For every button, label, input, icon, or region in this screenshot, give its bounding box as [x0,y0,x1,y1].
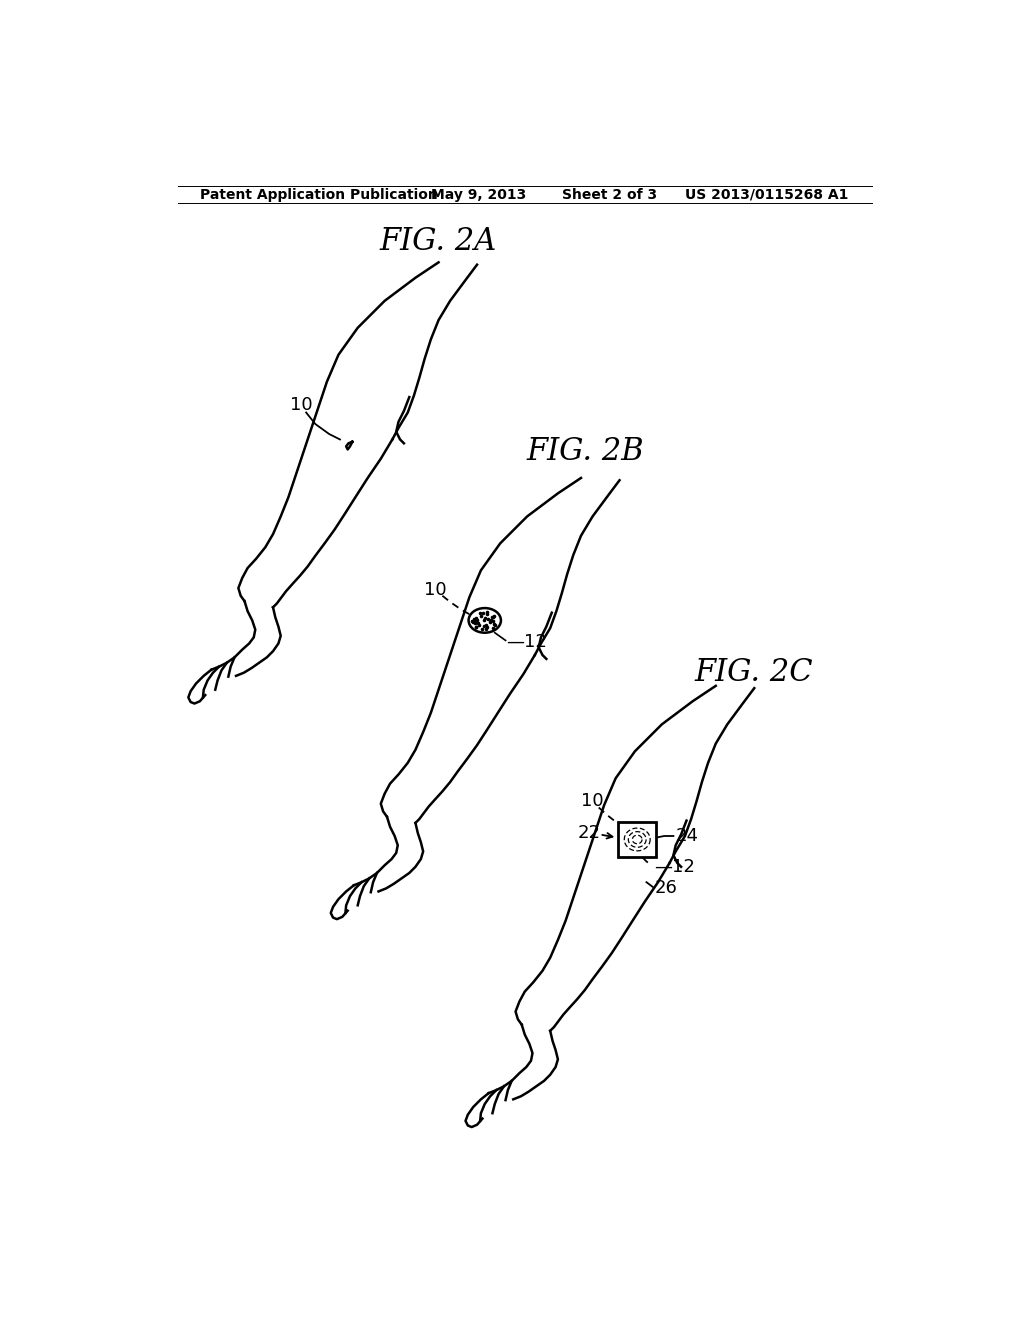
Point [478,602,495,623]
Point [468,616,484,638]
Text: Patent Application Publication: Patent Application Publication [200,187,437,202]
Point [476,610,493,631]
Text: Sheet 2 of 3: Sheet 2 of 3 [562,187,656,202]
Text: —12: —12 [506,634,547,651]
Point [485,616,502,638]
Point [481,611,498,632]
Point [478,618,495,639]
Point [484,611,501,632]
Point [479,603,496,624]
Bar [617,822,656,857]
Point [483,606,500,627]
Text: FIG. 2C: FIG. 2C [695,657,814,688]
Point [478,615,495,636]
Point [470,612,486,634]
Point [476,607,493,628]
Point [478,616,495,638]
Point [474,618,490,639]
Text: —12: —12 [654,858,695,875]
Point [472,602,488,623]
Point [464,610,480,631]
Point [483,609,500,630]
Point [468,607,484,628]
Point [468,609,484,630]
Point [465,611,481,632]
Point [473,605,489,626]
Point [475,602,492,623]
Point [467,612,483,634]
Text: 24: 24 [676,828,698,845]
Point [487,614,504,635]
Point [468,610,484,631]
Text: 10: 10 [290,396,312,413]
Point [480,609,497,630]
Point [469,610,485,631]
Text: 10: 10 [424,581,446,598]
Text: May 9, 2013: May 9, 2013 [431,187,526,202]
Point [476,616,493,638]
Point [471,615,487,636]
Text: 10: 10 [582,792,604,810]
Text: US 2013/0115268 A1: US 2013/0115268 A1 [685,187,848,202]
Text: FIG. 2B: FIG. 2B [526,436,644,466]
Point [485,606,502,627]
Ellipse shape [469,609,501,632]
Text: 22: 22 [578,824,601,842]
Text: 26: 26 [654,879,677,898]
Point [485,614,502,635]
Point [468,616,484,638]
Point [485,607,502,628]
Point [467,611,483,632]
Text: FIG. 2A: FIG. 2A [380,226,498,257]
Point [466,609,482,630]
